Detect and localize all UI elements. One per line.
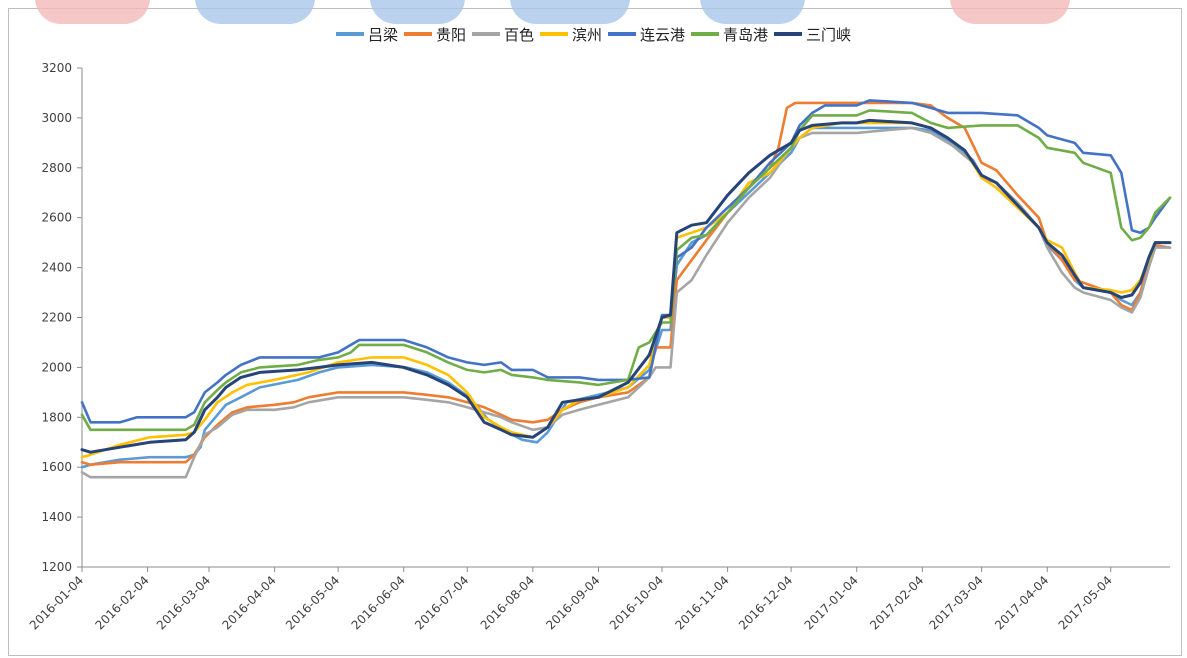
series-line-6 <box>80 109 1172 432</box>
series-line-5 <box>80 99 1172 424</box>
legend-label: 滨州 <box>571 25 602 44</box>
y-tick-label: 2200 <box>41 311 72 325</box>
series-lines <box>80 99 1172 479</box>
legend: 吕梁 贵阳 百色 滨州 连云港 青岛港 三门峡 <box>0 22 1187 45</box>
legend-item: 滨州 <box>539 24 602 45</box>
legend-swatch <box>471 32 500 36</box>
x-tick-label: 2016-03-04 <box>154 573 213 632</box>
x-tick-label: 2016-06-04 <box>349 573 408 632</box>
watermark-shape-red <box>950 0 1070 24</box>
x-tick-label: 2016-04-04 <box>220 573 279 632</box>
x-tick-label: 2016-07-04 <box>412 573 471 632</box>
legend-label: 三门峡 <box>806 25 852 44</box>
x-tick-label: 2016-08-04 <box>478 573 537 632</box>
watermark-shape-blue <box>510 0 630 24</box>
legend-item: 百色 <box>471 24 534 45</box>
y-tick-label: 1600 <box>41 460 72 474</box>
x-tick-label: 2017-03-04 <box>927 573 986 632</box>
legend-swatch <box>335 32 364 36</box>
y-tick-label: 2000 <box>41 360 72 374</box>
watermark-shape-red <box>35 0 150 24</box>
y-tick-label: 1400 <box>41 510 72 524</box>
x-tick-label: 2017-02-04 <box>867 573 926 632</box>
legend-item: 连云港 <box>608 24 685 45</box>
legend-swatch <box>403 32 432 36</box>
watermark-shape-blue <box>195 0 315 24</box>
x-tick-label: 2016-01-04 <box>27 573 86 632</box>
x-tick-label: 2016-12-04 <box>736 573 795 632</box>
x-tick-label: 2016-05-04 <box>283 573 342 632</box>
series-line-7 <box>80 118 1172 454</box>
legend-swatch <box>539 32 568 36</box>
legend-swatch <box>774 32 803 36</box>
y-tick-label: 2400 <box>41 261 72 275</box>
watermark-shape-blue <box>700 0 805 24</box>
y-tick-label: 3000 <box>41 111 72 125</box>
chart-frame <box>8 8 1182 656</box>
x-tick-label: 2017-04-04 <box>992 573 1051 632</box>
series-line-1 <box>80 126 1172 469</box>
axes: 1200 1400 1600 1800 2000 2200 2400 2600 2800 3000… <box>27 61 1170 632</box>
legend-label: 贵阳 <box>435 25 466 44</box>
legend-label: 青岛港 <box>723 25 769 44</box>
x-tick-label: 2016-09-04 <box>543 573 602 632</box>
y-tick-label: 1800 <box>41 410 72 424</box>
legend-item: 青岛港 <box>691 24 768 45</box>
legend-item: 吕梁 <box>335 24 398 45</box>
x-tick-label: 2016-10-04 <box>607 573 666 632</box>
y-tick-label: 3200 <box>41 61 72 75</box>
legend-label: 连云港 <box>640 25 686 44</box>
watermark-shape-blue <box>370 0 465 24</box>
series-line-3 <box>80 126 1172 479</box>
x-tick-label: 2017-05-04 <box>1056 573 1115 632</box>
legend-item: 三门峡 <box>774 24 851 45</box>
y-tick-label: 2600 <box>41 211 72 225</box>
x-tick-label: 2016-02-04 <box>93 573 152 632</box>
x-tick-label: 2017-01-04 <box>802 573 861 632</box>
legend-label: 百色 <box>503 25 534 44</box>
x-tick-label: 2016-11-04 <box>673 573 732 632</box>
y-tick-label: 2800 <box>41 161 72 175</box>
y-tick-label: 1200 <box>41 560 72 574</box>
legend-item: 贵阳 <box>403 24 466 45</box>
legend-swatch <box>608 32 636 36</box>
legend-swatch <box>691 32 720 36</box>
legend-label: 吕梁 <box>367 25 398 44</box>
